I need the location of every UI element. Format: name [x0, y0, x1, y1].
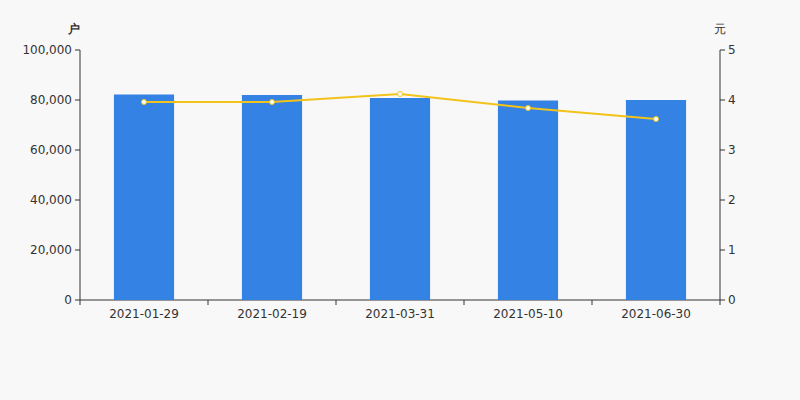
y-tick-label: 20,000 — [30, 243, 72, 257]
chart: 0 20,000 40,000 60,000 80,000 100,000 0 1 2 3 4 5 20… — [0, 0, 800, 400]
y-tick — [75, 50, 80, 51]
y-tick-label: 100,000 — [22, 43, 72, 57]
y-tick-label: 80,000 — [30, 93, 72, 107]
bar — [242, 95, 302, 300]
line-marker — [526, 106, 531, 111]
y2-tick — [720, 50, 725, 51]
y-tick — [75, 250, 80, 251]
x-tick-label: 2021-01-29 — [109, 307, 179, 321]
background — [0, 0, 800, 400]
x-tick — [592, 300, 593, 305]
y-tick-label: 0 — [64, 293, 72, 307]
bar — [626, 100, 686, 300]
y2-tick — [720, 200, 725, 201]
y2-tick — [720, 100, 725, 101]
y-tick — [75, 200, 80, 201]
y-axis-title: 户 — [67, 22, 80, 36]
y2-tick-label: 5 — [728, 43, 736, 57]
x-tick-label: 2021-06-30 — [621, 307, 691, 321]
marks — [114, 92, 686, 301]
x-tick-label: 2021-05-10 — [493, 307, 563, 321]
y2-tick — [720, 300, 725, 301]
x-tick — [208, 300, 209, 305]
x-tick — [80, 300, 81, 305]
y2-tick-label: 1 — [728, 243, 736, 257]
bar — [370, 98, 430, 300]
line-marker — [142, 100, 147, 105]
y2-tick — [720, 150, 725, 151]
line-marker — [398, 92, 403, 97]
x-tick-label: 2021-02-19 — [237, 307, 307, 321]
y2-tick-label: 4 — [728, 93, 736, 107]
y2-tick-label: 3 — [728, 143, 736, 157]
line-marker — [270, 100, 275, 105]
x-tick — [464, 300, 465, 305]
x-tick-label: 2021-03-31 — [365, 307, 435, 321]
y-tick — [75, 150, 80, 151]
bar — [498, 101, 558, 301]
y-tick-label: 40,000 — [30, 193, 72, 207]
line — [144, 94, 656, 119]
y-axis-line — [80, 50, 81, 300]
line-marker — [654, 117, 659, 122]
x-tick — [720, 300, 721, 305]
x-tick — [336, 300, 337, 305]
y-tick — [75, 300, 80, 301]
y-tick — [75, 100, 80, 101]
y2-tick — [720, 250, 725, 251]
bar — [114, 95, 174, 301]
y2-tick-label: 2 — [728, 193, 736, 207]
y2-axis-line — [720, 50, 721, 300]
y2-axis-title: 元 — [714, 22, 726, 36]
y-tick-label: 60,000 — [30, 143, 72, 157]
y2-tick-label: 0 — [728, 293, 736, 307]
